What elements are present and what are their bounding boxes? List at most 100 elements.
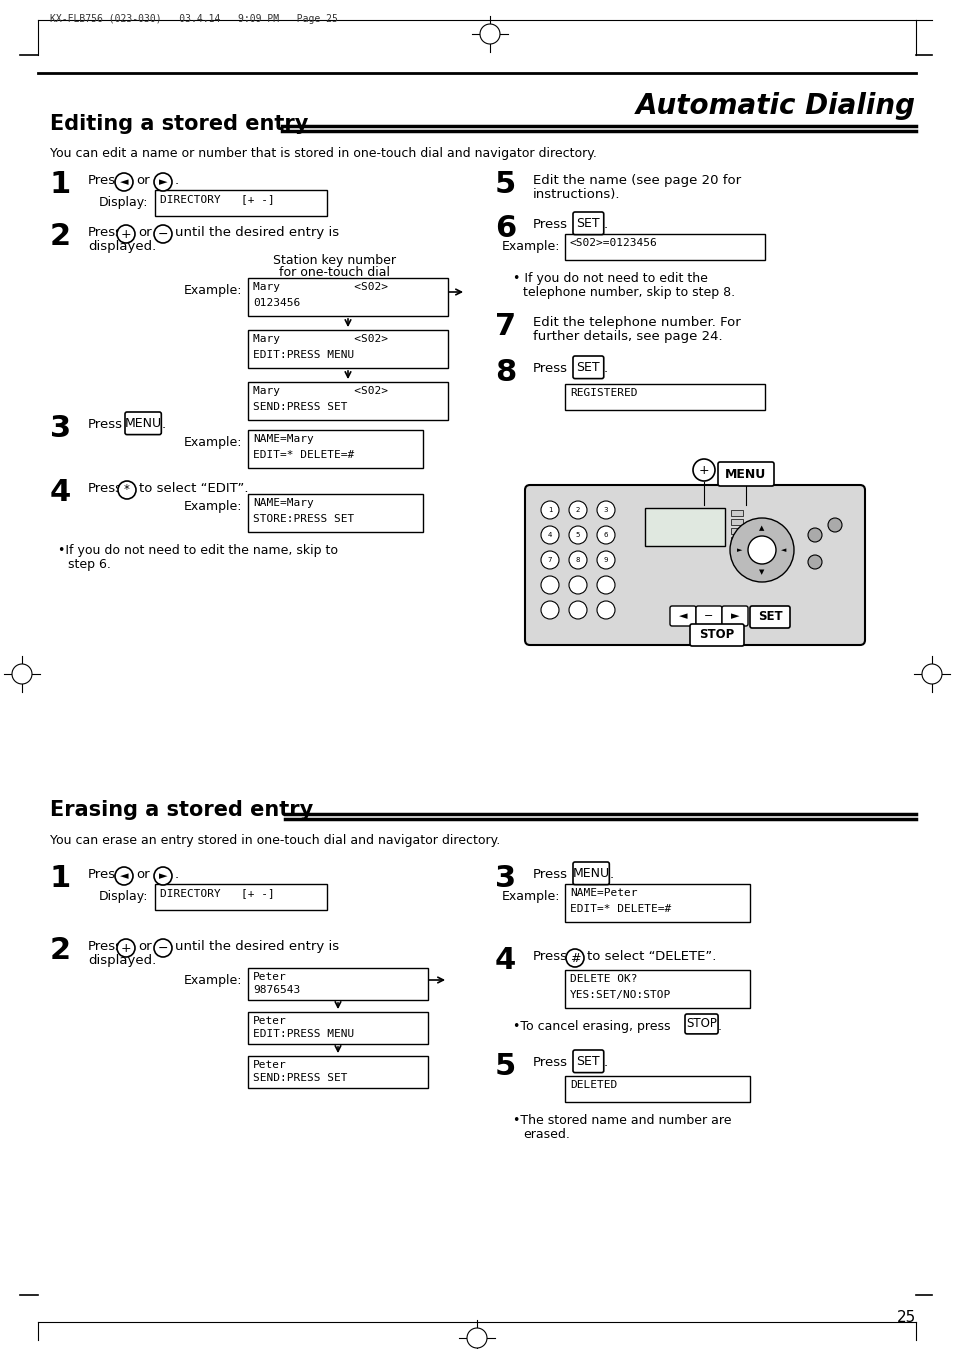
Text: 9: 9 xyxy=(603,557,608,563)
FancyBboxPatch shape xyxy=(749,606,789,629)
Circle shape xyxy=(597,602,615,619)
FancyBboxPatch shape xyxy=(669,606,696,626)
Text: Press: Press xyxy=(88,482,123,495)
Text: •If you do not need to edit the name, skip to: •If you do not need to edit the name, sk… xyxy=(58,544,337,557)
FancyBboxPatch shape xyxy=(573,862,609,885)
Bar xyxy=(248,969,428,1000)
Text: Example:: Example: xyxy=(183,285,242,297)
Text: .: . xyxy=(609,867,613,881)
Bar xyxy=(564,384,764,410)
Text: +: + xyxy=(121,228,132,240)
Text: DIRECTORY   [+ -]: DIRECTORY [+ -] xyxy=(160,888,274,898)
Text: ◄: ◄ xyxy=(678,611,686,621)
FancyBboxPatch shape xyxy=(696,606,721,626)
Text: .: . xyxy=(174,867,179,881)
Text: STORE:PRESS SET: STORE:PRESS SET xyxy=(253,514,354,523)
Text: Example:: Example: xyxy=(183,436,242,449)
Text: displayed.: displayed. xyxy=(88,954,156,967)
FancyBboxPatch shape xyxy=(689,625,743,646)
Circle shape xyxy=(153,225,172,243)
Circle shape xyxy=(540,602,558,619)
Text: SET: SET xyxy=(576,217,599,229)
Bar xyxy=(644,509,724,546)
Text: STOP: STOP xyxy=(699,629,734,642)
Text: Mary           <S02>: Mary <S02> xyxy=(253,335,388,344)
Text: SEND:PRESS SET: SEND:PRESS SET xyxy=(253,1072,347,1083)
FancyBboxPatch shape xyxy=(573,1050,603,1072)
Text: SET: SET xyxy=(576,360,599,374)
Text: Press: Press xyxy=(533,219,567,231)
Circle shape xyxy=(807,527,821,542)
Text: for one-touch dial: for one-touch dial xyxy=(279,266,390,279)
Text: −: − xyxy=(703,611,713,621)
Text: NAME=Mary: NAME=Mary xyxy=(253,498,314,509)
Text: EDIT:PRESS MENU: EDIT:PRESS MENU xyxy=(253,349,354,360)
Text: ►: ► xyxy=(158,871,167,881)
Circle shape xyxy=(153,939,172,956)
Circle shape xyxy=(479,24,499,45)
Text: Display:: Display: xyxy=(98,890,148,902)
Bar xyxy=(564,884,749,921)
Text: Mary           <S02>: Mary <S02> xyxy=(253,386,388,397)
Text: 7: 7 xyxy=(495,312,516,341)
Circle shape xyxy=(467,1327,486,1348)
Text: Mary           <S02>: Mary <S02> xyxy=(253,282,388,291)
Circle shape xyxy=(807,554,821,569)
Text: ▲: ▲ xyxy=(759,525,764,532)
Text: Example:: Example: xyxy=(183,974,242,987)
Text: or: or xyxy=(136,867,150,881)
Bar xyxy=(154,884,327,911)
Circle shape xyxy=(597,500,615,519)
Text: DELETED: DELETED xyxy=(569,1081,617,1090)
Text: step 6.: step 6. xyxy=(68,558,111,571)
Text: EDIT:PRESS MENU: EDIT:PRESS MENU xyxy=(253,1029,354,1039)
Text: MENU: MENU xyxy=(125,417,162,430)
Text: Example:: Example: xyxy=(501,890,559,902)
Text: instructions).: instructions). xyxy=(533,188,619,201)
Circle shape xyxy=(117,939,135,956)
Text: .: . xyxy=(718,1020,721,1033)
Bar xyxy=(730,510,742,517)
Text: #: # xyxy=(569,951,579,965)
Bar xyxy=(248,331,448,368)
Text: Example:: Example: xyxy=(501,240,559,254)
Text: Press: Press xyxy=(533,950,567,963)
Text: 1: 1 xyxy=(50,170,71,200)
Circle shape xyxy=(921,664,941,684)
Circle shape xyxy=(540,550,558,569)
Text: Station key number: Station key number xyxy=(274,254,396,267)
Text: telephone number, skip to step 8.: telephone number, skip to step 8. xyxy=(522,286,735,299)
Text: *: * xyxy=(124,483,130,496)
Circle shape xyxy=(568,576,586,594)
FancyBboxPatch shape xyxy=(721,606,747,626)
Text: MENU: MENU xyxy=(572,867,609,880)
Text: SEND:PRESS SET: SEND:PRESS SET xyxy=(253,402,347,411)
Text: YES:SET/NO:STOP: YES:SET/NO:STOP xyxy=(569,990,671,1000)
Text: ◄: ◄ xyxy=(781,546,786,553)
Text: 4: 4 xyxy=(495,946,516,975)
Bar xyxy=(564,1077,749,1102)
Text: 2: 2 xyxy=(50,936,71,965)
Bar xyxy=(154,190,327,216)
Text: 0123456: 0123456 xyxy=(253,298,300,308)
Circle shape xyxy=(540,500,558,519)
Circle shape xyxy=(568,550,586,569)
Text: Press: Press xyxy=(533,362,567,375)
Text: 7: 7 xyxy=(547,557,552,563)
Text: further details, see page 24.: further details, see page 24. xyxy=(533,331,721,343)
Text: .: . xyxy=(603,1056,607,1068)
Text: DELETE OK?: DELETE OK? xyxy=(569,974,637,983)
Text: SET: SET xyxy=(757,611,781,623)
Text: You can edit a name or number that is stored in one-touch dial and navigator dir: You can edit a name or number that is st… xyxy=(50,147,597,161)
Circle shape xyxy=(565,948,583,967)
Text: ▼: ▼ xyxy=(759,569,764,575)
Text: Peter: Peter xyxy=(253,1016,287,1027)
Circle shape xyxy=(153,867,172,885)
Circle shape xyxy=(115,867,132,885)
FancyBboxPatch shape xyxy=(684,1014,718,1033)
Text: 8: 8 xyxy=(495,357,516,387)
Text: MENU: MENU xyxy=(724,468,766,480)
Text: or: or xyxy=(138,227,152,239)
Text: EDIT=* DELETE=#: EDIT=* DELETE=# xyxy=(569,904,671,915)
Bar xyxy=(564,233,764,260)
